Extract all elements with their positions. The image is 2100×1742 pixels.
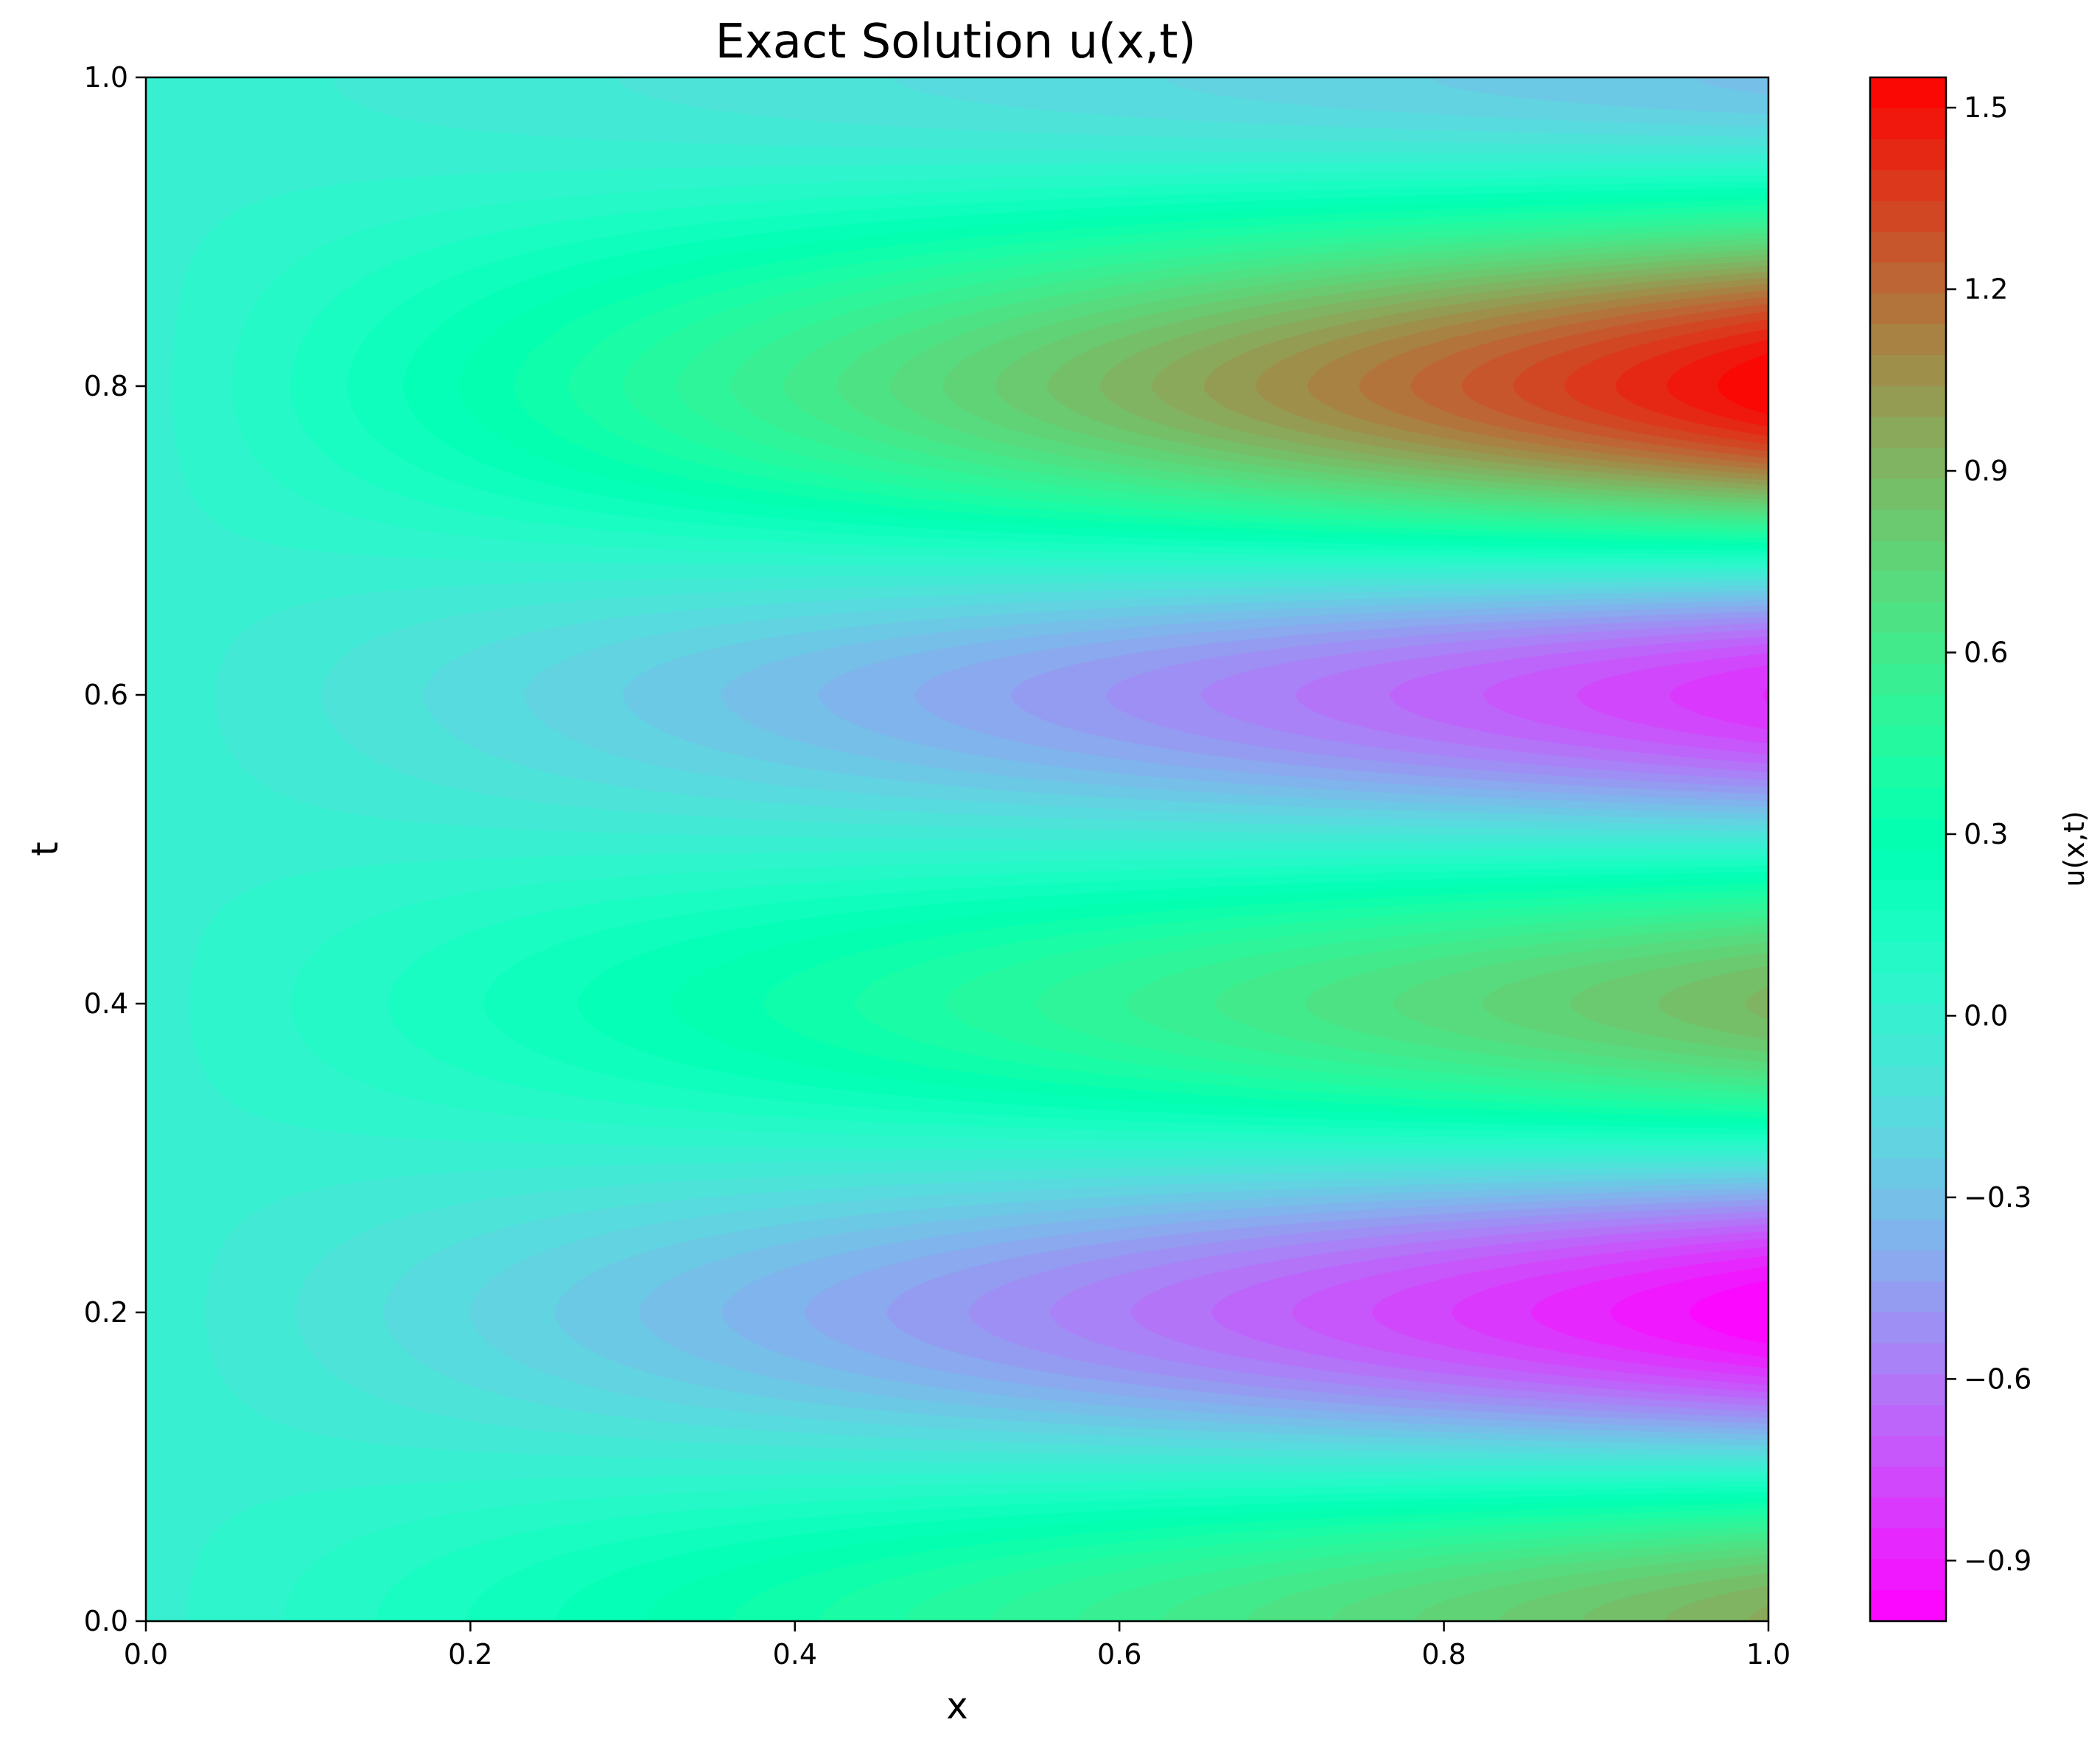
y-axis-ticks: 0.0 0.2 0.4 0.6 0.8 1.0: [84, 61, 146, 1637]
y-tick-label: 0.4: [84, 987, 128, 1020]
colorbar-gradient: [1870, 77, 1946, 1621]
colorbar-label: u(x,t): [2058, 811, 2090, 886]
y-tick-label: 0.6: [84, 679, 128, 711]
x-axis-label: x: [946, 1685, 968, 1727]
x-tick-label: 0.4: [773, 1638, 817, 1671]
colorbar-tick-label: 0.6: [1964, 636, 2008, 668]
x-tick-label: 0.6: [1097, 1638, 1141, 1671]
y-tick-label: 0.2: [84, 1296, 128, 1329]
x-tick-label: 1.0: [1746, 1638, 1791, 1671]
colorbar-ticks: −0.9 −0.6 −0.3 0.0 0.3 0.6 0.9 1.2 1.5: [1946, 91, 2031, 1577]
colorbar-tick-label: 0.9: [1964, 455, 2008, 487]
colorbar-tick-label: 0.0: [1964, 999, 2008, 1032]
y-tick-label: 0.8: [84, 370, 128, 402]
chart-title: Exact Solution u(x,t): [715, 15, 1196, 69]
colorbar-tick-label: 1.2: [1964, 273, 2008, 306]
colorbar-tick-label: 1.5: [1964, 91, 2008, 124]
contour-field: [146, 77, 1768, 1621]
colorbar-tick-label: −0.6: [1964, 1363, 2031, 1395]
x-tick-label: 0.0: [124, 1638, 168, 1671]
plot-frame: [144, 76, 1770, 1623]
y-tick-label: 0.0: [84, 1605, 128, 1637]
colorbar-frame: [1869, 76, 1947, 1623]
x-tick-label: 0.2: [448, 1638, 492, 1671]
colorbar-tick-label: 0.3: [1964, 818, 2008, 850]
colorbar-tick-label: −0.3: [1964, 1181, 2031, 1214]
y-tick-label: 1.0: [84, 61, 128, 94]
x-tick-label: 0.8: [1421, 1638, 1466, 1671]
x-axis-ticks: 0.0 0.2 0.4 0.6 0.8 1.0: [124, 1621, 1791, 1671]
y-axis-label: t: [24, 842, 66, 856]
colorbar: −0.9 −0.6 −0.3 0.0 0.3 0.6 0.9 1.2 1.5 u(x,t): [1869, 76, 2090, 1623]
plot-area: [144, 76, 1770, 1623]
colorbar-tick-label: −0.9: [1964, 1545, 2031, 1577]
